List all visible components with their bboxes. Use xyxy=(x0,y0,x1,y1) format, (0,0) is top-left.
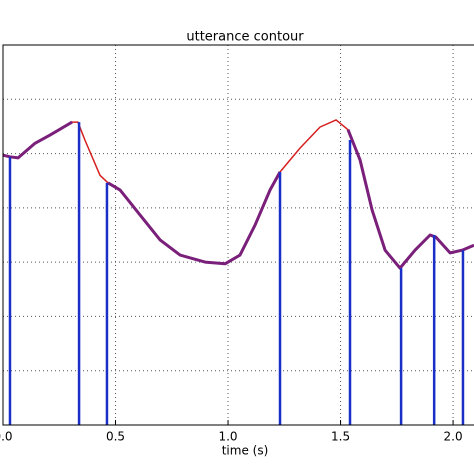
chart-title: utterance contour xyxy=(186,30,304,45)
x-tick-label: 2.0 xyxy=(444,430,463,444)
x-axis-label: time (s) xyxy=(222,444,269,458)
contour-line xyxy=(2,120,474,270)
x-tick-label: 1.5 xyxy=(331,430,350,444)
x-tick-label: 0.5 xyxy=(106,430,125,444)
plot-frame xyxy=(2,44,474,426)
x-tick-label: 0.0 xyxy=(0,430,13,444)
x-tick-label: 1.0 xyxy=(218,430,237,444)
